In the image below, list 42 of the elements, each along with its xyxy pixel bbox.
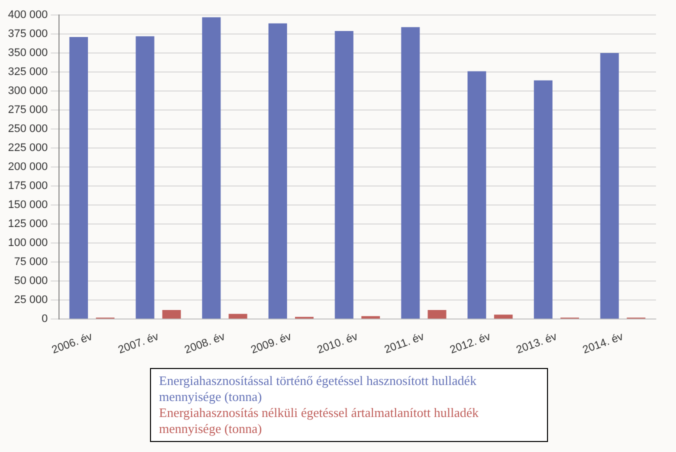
y-tick-label: 200 000 xyxy=(8,161,48,174)
y-tick-label: 225 000 xyxy=(8,142,48,154)
bar xyxy=(162,310,181,319)
y-tick-label: 50 000 xyxy=(14,275,48,288)
bar xyxy=(202,17,221,319)
bar xyxy=(268,23,288,319)
bar xyxy=(69,37,88,319)
x-tick-label: 2013. év xyxy=(514,330,559,356)
y-tick-label: 150 000 xyxy=(8,199,48,212)
y-tick-label: 325 000 xyxy=(8,66,48,78)
y-tick-label: 175 000 xyxy=(8,180,48,192)
bar xyxy=(428,310,446,319)
text: Energiahasznosítással történő égetéssel hasznosított hulladék mennyisége (tonna) xyxy=(159,373,478,405)
y-tick-label: 75 000 xyxy=(14,256,48,268)
y-tick-label: 250 000 xyxy=(8,123,48,136)
bar xyxy=(600,53,619,319)
bar xyxy=(136,36,154,319)
y-tick-label: 375 000 xyxy=(8,28,48,40)
x-tick-label: 2007. év xyxy=(116,330,161,356)
text: Energiahasznosítás nélküli égetéssel ártalmatlanított hulladék mennyisége (tonna) xyxy=(159,405,480,437)
y-tick-label: 100 000 xyxy=(8,237,48,250)
bar xyxy=(468,71,486,319)
x-tick-label: 2008. év xyxy=(183,330,228,356)
x-tick-label: 2012. év xyxy=(448,330,493,356)
y-tick-label: 300 000 xyxy=(8,85,48,98)
x-tick-label: 2006. év xyxy=(50,330,94,356)
y-tick-label: 350 000 xyxy=(8,47,48,60)
x-tick-label: 2009. év xyxy=(249,330,294,356)
y-tick-label: 0 xyxy=(42,313,48,326)
bar xyxy=(494,314,513,319)
y-tick-label: 400 000 xyxy=(8,9,48,22)
bar xyxy=(401,27,420,319)
bar xyxy=(534,80,552,319)
x-tick-label: 2011. év xyxy=(382,330,426,356)
bar xyxy=(334,30,354,319)
y-tick-label: 275 000 xyxy=(8,104,48,116)
bar xyxy=(361,316,380,319)
y-tick-label: 125 000 xyxy=(8,218,48,230)
x-tick-label: 2010. év xyxy=(316,330,360,356)
x-tick-label: 2014. év xyxy=(581,330,626,356)
y-tick-label: 25 000 xyxy=(14,294,48,306)
bar xyxy=(228,314,248,319)
